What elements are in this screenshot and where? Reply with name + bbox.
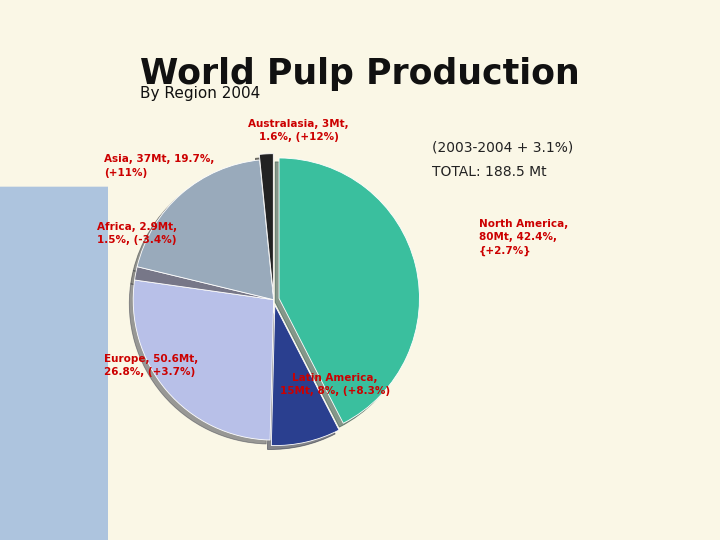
Text: Europe, 50.6Mt,: Europe, 50.6Mt, xyxy=(104,354,199,364)
Wedge shape xyxy=(279,158,420,423)
Polygon shape xyxy=(0,421,720,540)
Text: TOTAL: 188.5 Mt: TOTAL: 188.5 Mt xyxy=(432,165,546,179)
Text: {+2.7%}: {+2.7%} xyxy=(479,246,531,256)
Text: Australasia, 3Mt,: Australasia, 3Mt, xyxy=(248,119,349,129)
Text: North America,: North America, xyxy=(479,219,568,229)
Wedge shape xyxy=(259,154,274,294)
Wedge shape xyxy=(137,160,274,300)
Polygon shape xyxy=(0,0,720,187)
Text: 80Mt, 42.4%,: 80Mt, 42.4%, xyxy=(479,232,557,242)
Text: Latin America,: Latin America, xyxy=(292,373,377,383)
Text: 1.5%, (-3.4%): 1.5%, (-3.4%) xyxy=(97,235,176,245)
Text: World Pulp Production: World Pulp Production xyxy=(140,57,580,91)
Text: Asia, 37Mt, 19.7%,: Asia, 37Mt, 19.7%, xyxy=(104,154,215,164)
Wedge shape xyxy=(133,280,274,440)
Text: Africa, 2.9Mt,: Africa, 2.9Mt, xyxy=(97,221,177,232)
Polygon shape xyxy=(108,0,720,540)
Wedge shape xyxy=(135,267,274,300)
Text: By Region 2004: By Region 2004 xyxy=(140,86,261,102)
Text: 1.6%, (+12%): 1.6%, (+12%) xyxy=(259,132,338,143)
Text: (+11%): (+11%) xyxy=(104,167,148,178)
Text: 15Mt, 8%, (+8.3%): 15Mt, 8%, (+8.3%) xyxy=(280,386,390,396)
Text: 26.8%, (+3.7%): 26.8%, (+3.7%) xyxy=(104,367,196,377)
Text: (2003-2004 + 3.1%): (2003-2004 + 3.1%) xyxy=(432,140,573,154)
Wedge shape xyxy=(271,305,339,446)
